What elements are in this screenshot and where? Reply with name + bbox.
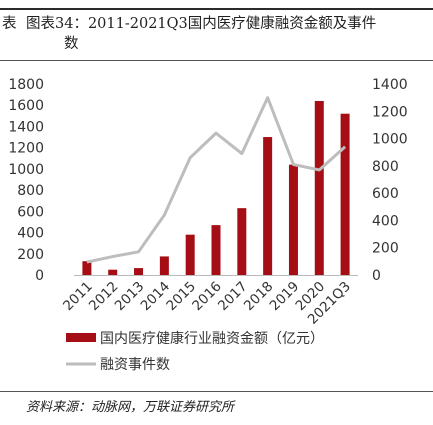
chart-title: 表 图表34：2011-2021Q3国内医疗健康融资金额及事件 数 xyxy=(2,14,426,54)
y-right-tick-label: 0 xyxy=(372,268,381,284)
y-left-tick-label: 400 xyxy=(17,226,44,242)
legend-bar-label: 国内医疗健康行业融资金额（亿元） xyxy=(100,330,324,347)
y-left-tick-label: 1800 xyxy=(8,77,44,93)
y-right-tick-label: 1000 xyxy=(372,132,408,148)
legend-bar-swatch xyxy=(66,333,96,342)
bar xyxy=(340,113,350,275)
x-tick-label: 2012 xyxy=(86,279,122,315)
top-rule xyxy=(0,8,433,10)
source-note: 资料来源：动脉网，万联证券研究所 xyxy=(26,400,235,415)
bar xyxy=(288,164,298,275)
bar xyxy=(263,137,273,275)
x-tick-label: 2017 xyxy=(215,279,251,315)
y-right-tick-label: 400 xyxy=(372,213,399,229)
bar xyxy=(159,256,169,275)
x-tick-label: 2019 xyxy=(267,279,303,315)
y-left-tick-label: 1400 xyxy=(8,119,44,135)
bar xyxy=(134,268,144,275)
x-tick-label: 2016 xyxy=(189,279,225,315)
x-tick-label: 2015 xyxy=(163,279,199,315)
x-tick-label: 2013 xyxy=(112,279,148,315)
y-right-tick-label: 600 xyxy=(372,186,399,202)
bar xyxy=(108,269,118,275)
title-line-1: 图表34：2011-2021Q3国内医疗健康融资金额及事件 xyxy=(26,16,377,32)
y-right-tick-label: 1200 xyxy=(372,104,408,120)
legend-line-label: 融资事件数 xyxy=(100,357,170,373)
y-left-tick-label: 600 xyxy=(17,204,44,220)
y-left-tick-label: 200 xyxy=(17,247,44,263)
y-left-tick-label: 1200 xyxy=(8,141,44,157)
title-line-2: 数 xyxy=(64,36,79,52)
x-tick-label: 2011 xyxy=(60,279,96,315)
x-tick-label: 2018 xyxy=(241,279,277,315)
bar xyxy=(185,234,195,275)
x-tick-label: 2014 xyxy=(138,279,174,315)
y-left-tick-label: 1600 xyxy=(8,98,44,114)
bar xyxy=(211,225,221,275)
bar xyxy=(237,208,247,275)
y-right-tick-label: 200 xyxy=(372,241,399,257)
y-left-tick-label: 0 xyxy=(35,268,44,284)
source-separator xyxy=(0,391,433,392)
bar xyxy=(82,261,92,275)
bar xyxy=(314,100,324,275)
title-lead: 表 xyxy=(2,16,17,32)
series-line xyxy=(86,96,347,264)
y-right-tick-label: 1400 xyxy=(372,77,408,93)
title-separator xyxy=(0,60,433,61)
y-left-tick-label: 1000 xyxy=(8,162,44,178)
y-right-tick-label: 800 xyxy=(372,159,399,175)
y-left-tick-label: 800 xyxy=(17,183,44,199)
